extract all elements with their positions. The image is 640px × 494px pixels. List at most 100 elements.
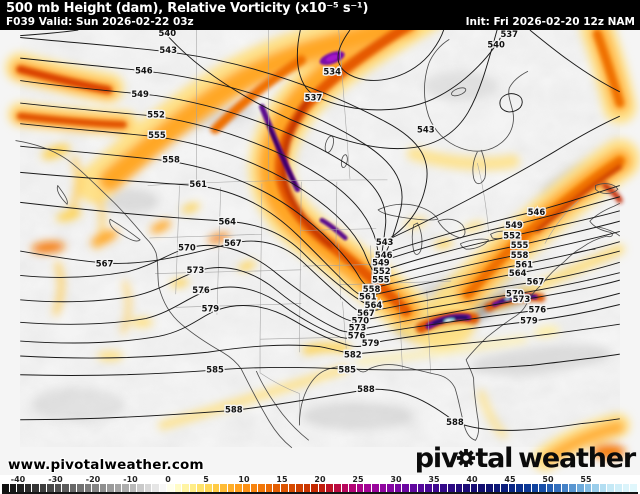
- valid-time-label: F039 Valid: Sun 2026-02-22 03z: [6, 16, 194, 28]
- colorbar-cell: [197, 484, 205, 492]
- pivotal-weather-logo: piv tal weather: [414, 443, 636, 474]
- vorticity-colorbar: -40 -30 -20 -10 0 5 10 15 20 25 30 35 40 45 50 55: [0, 475, 640, 494]
- contour-label: 564: [218, 216, 236, 226]
- contour-label: 576: [529, 304, 547, 314]
- contour-label: 585: [338, 364, 356, 374]
- colorbar-cell: [159, 484, 167, 492]
- colorbar-cell: [114, 484, 122, 492]
- contour-label: 567: [527, 276, 545, 286]
- colorbar-cell: [47, 484, 55, 492]
- colorbar-cell: [394, 484, 403, 492]
- colorbar-tick: -40: [10, 475, 26, 484]
- colorbar-tick: 50: [542, 475, 554, 484]
- colorbar-cell: [630, 484, 638, 492]
- logo-text: piv: [414, 443, 459, 474]
- colorbar-cell: [303, 484, 312, 492]
- contour-label: 537: [305, 93, 323, 103]
- colorbar-cell: [311, 484, 319, 492]
- contour-label: 567: [224, 238, 242, 248]
- colorbar-cell: [9, 484, 17, 492]
- colorbar-tick-row: -40 -30 -20 -10 0 5 10 15 20 25 30 35 40 45 50 55: [0, 475, 640, 484]
- colorbar-cell: [39, 484, 47, 492]
- contour-label: 561: [359, 291, 377, 301]
- colorbar-cell: [432, 484, 441, 492]
- colorbar-cell: [17, 484, 25, 492]
- colorbar-cell: [508, 484, 517, 492]
- colorbar-cell: [32, 484, 40, 492]
- contour-label: 573: [187, 265, 205, 275]
- colorbar-cell: [258, 484, 266, 492]
- contour-label: 567: [357, 308, 375, 318]
- colorbar-cell: [470, 484, 479, 492]
- colorbar-cell: [379, 484, 388, 492]
- contour-label: 588: [357, 384, 375, 394]
- colorbar-cell: [349, 484, 357, 492]
- contour-label: 552: [147, 110, 165, 120]
- contour-label: 552: [503, 230, 521, 240]
- colorbar-cell: [62, 484, 70, 492]
- contour-label: 582: [344, 349, 362, 359]
- colorbar-strip: [2, 484, 638, 494]
- colorbar-cell: [220, 484, 228, 492]
- colorbar-cell: [189, 484, 198, 492]
- colorbar-cell: [265, 484, 274, 492]
- colorbar-cell: [273, 484, 281, 492]
- colorbar-cell: [174, 484, 183, 492]
- contour-label: 576: [348, 331, 366, 341]
- contour-label: 564: [509, 268, 527, 278]
- colorbar-cell: [242, 484, 251, 492]
- page-title: 500 mb Height (dam), Relative Vorticity …: [6, 1, 369, 16]
- contour-label: 555: [511, 240, 529, 250]
- colorbar-cell: [84, 484, 92, 492]
- colorbar-cell: [425, 484, 433, 492]
- contour-label: 558: [162, 155, 180, 165]
- contour-label: 579: [202, 304, 220, 314]
- colorbar-cell: [107, 484, 115, 492]
- colorbar-cell: [501, 484, 509, 492]
- colorbar-cell: [69, 484, 77, 492]
- colorbar-cell: [122, 484, 130, 492]
- contour-label: 543: [159, 45, 177, 55]
- colorbar-cell: [341, 484, 350, 492]
- colorbar-cell: [204, 484, 213, 492]
- contour-label: 543: [417, 125, 435, 135]
- colorbar-cell: [182, 484, 190, 492]
- colorbar-cell: [493, 484, 502, 492]
- colorbar-tick: 5: [203, 475, 209, 484]
- colorbar-tick: 45: [504, 475, 516, 484]
- logo-text: tal: [475, 443, 513, 474]
- height-contours: [20, 30, 620, 431]
- colorbar-cell: [280, 484, 289, 492]
- colorbar-cell: [24, 484, 32, 492]
- contour-label: 558: [363, 284, 381, 294]
- contour-label: 537: [500, 30, 518, 39]
- contour-label: 552: [373, 266, 391, 276]
- colorbar-cell: [235, 484, 243, 492]
- colorbar-cell: [227, 484, 236, 492]
- colorbar-tick: -30: [48, 475, 63, 484]
- contour-label: 546: [375, 250, 393, 260]
- colorbar-cell: [54, 484, 62, 492]
- colorbar-cell: [410, 484, 418, 492]
- colorbar-cell: [318, 484, 327, 492]
- colorbar-cell: [417, 484, 426, 492]
- colorbar-cell: [584, 484, 593, 492]
- watermark: www.pivotalweather.com: [8, 457, 204, 473]
- colorbar-cell: [607, 484, 616, 492]
- contour-label: 546: [135, 66, 153, 76]
- colorbar-cell: [523, 484, 532, 492]
- contour-label: 579: [362, 338, 380, 348]
- colorbar-cell: [288, 484, 297, 492]
- contour-label: 564: [365, 300, 383, 310]
- colorbar-cell: [485, 484, 494, 492]
- colorbar-cell: [440, 484, 448, 492]
- gear-icon: [457, 448, 476, 468]
- colorbar-cell: [77, 484, 85, 492]
- colorbar-cell: [99, 484, 107, 492]
- contour-label: 570: [178, 243, 196, 253]
- colorbar-cell: [539, 484, 547, 492]
- colorbar-cell: [92, 484, 100, 492]
- contour-label: 555: [372, 274, 390, 284]
- colorbar-cell: [546, 484, 555, 492]
